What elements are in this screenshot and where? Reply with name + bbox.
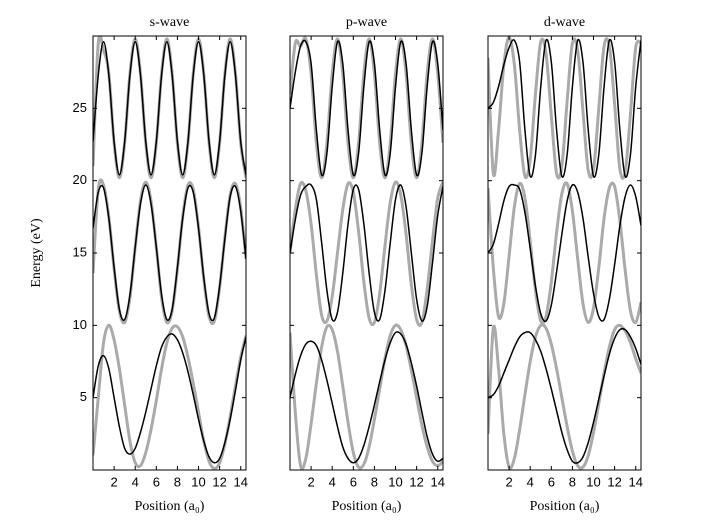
x-tick-label: 2 xyxy=(505,474,512,489)
panel-title: p-wave xyxy=(346,15,387,30)
x-tick-label: 12 xyxy=(607,474,621,489)
x-axis-label: Position (a₀) xyxy=(135,499,205,514)
plot-background xyxy=(93,36,246,470)
x-tick-label: 14 xyxy=(430,474,444,489)
x-tick-label: 2 xyxy=(110,474,117,489)
wave-line xyxy=(290,180,443,327)
y-axis-label: Energy (eV) xyxy=(29,218,44,288)
y-tick-label: 15 xyxy=(73,244,87,259)
x-tick-label: 10 xyxy=(388,474,402,489)
wave-line xyxy=(290,323,443,470)
x-tick-label: 12 xyxy=(409,474,423,489)
wave-line xyxy=(290,331,443,464)
wave-line xyxy=(93,41,246,176)
wave-line xyxy=(290,39,443,177)
x-tick-label: 6 xyxy=(153,474,160,489)
x-tick-label: 6 xyxy=(350,474,357,489)
x-axis-label: Position (a₀) xyxy=(332,499,402,514)
plot-lines xyxy=(93,36,246,470)
x-tick-label: 14 xyxy=(233,474,247,489)
x-tick-label: 4 xyxy=(329,474,336,489)
x-tick-label: 4 xyxy=(527,474,534,489)
y-tick-label: 20 xyxy=(73,172,87,187)
x-tick-label: 8 xyxy=(371,474,378,489)
x-tick-label: 6 xyxy=(548,474,555,489)
wave-line xyxy=(488,327,641,464)
plot-lines xyxy=(488,36,641,470)
x-tick-label: 14 xyxy=(628,474,642,489)
wave-line xyxy=(290,183,443,322)
panel-title: s-wave xyxy=(150,15,190,30)
wave-line xyxy=(290,36,443,180)
wave-line xyxy=(93,333,246,464)
wave-line xyxy=(488,183,641,323)
wave-line xyxy=(488,38,641,178)
x-tick-label: 8 xyxy=(569,474,576,489)
wave-line xyxy=(93,184,246,322)
wave-line xyxy=(488,323,641,470)
y-tick-label: 10 xyxy=(73,317,87,332)
x-axis-label: Position (a₀) xyxy=(530,499,600,514)
panel-title: d-wave xyxy=(544,15,585,30)
plot-lines xyxy=(290,36,443,470)
y-tick-label: 25 xyxy=(73,100,87,115)
x-tick-label: 12 xyxy=(212,474,226,489)
y-tick-label: 5 xyxy=(80,389,87,404)
x-tick-label: 4 xyxy=(132,474,139,489)
wave-line xyxy=(488,36,641,180)
x-tick-label: 2 xyxy=(307,474,314,489)
x-tick-label: 8 xyxy=(174,474,181,489)
x-tick-label: 10 xyxy=(586,474,600,489)
x-tick-label: 10 xyxy=(191,474,205,489)
wave-line xyxy=(488,181,641,325)
